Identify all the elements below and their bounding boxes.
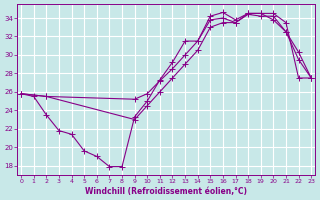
X-axis label: Windchill (Refroidissement éolien,°C): Windchill (Refroidissement éolien,°C) (85, 187, 247, 196)
